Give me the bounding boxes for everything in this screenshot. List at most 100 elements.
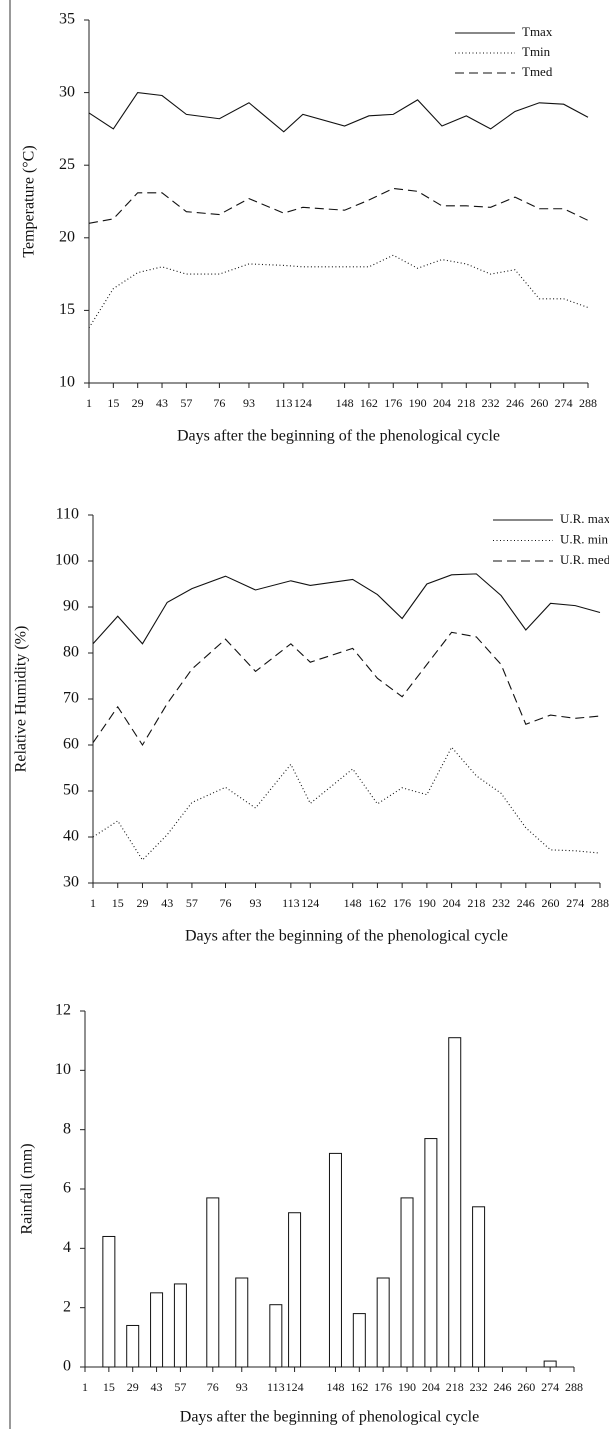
x-tick-label: 43 xyxy=(151,1380,163,1394)
x-tick-label: 57 xyxy=(174,1380,186,1394)
x-tick-label: 274 xyxy=(541,1380,559,1394)
x-tick-label: 93 xyxy=(243,396,255,410)
data-line xyxy=(88,254,589,329)
legend-label: Tmax xyxy=(522,24,553,39)
y-tick-label: 90 xyxy=(63,598,79,615)
x-tick-label: 260 xyxy=(530,396,548,410)
x-tick-label: 1 xyxy=(86,396,92,410)
bar xyxy=(376,1277,390,1368)
y-tick-label: 30 xyxy=(59,83,75,100)
bar xyxy=(352,1313,366,1368)
x-tick-label: 76 xyxy=(219,896,231,910)
x-tick-label: 246 xyxy=(493,1380,511,1394)
x-tick-label: 148 xyxy=(336,396,354,410)
y-axis-label: Relative Humidity (%) xyxy=(13,626,30,773)
x-tick-label: 57 xyxy=(186,896,198,910)
x-tick-label: 15 xyxy=(107,396,119,410)
y-axis-label: Temperature (°C) xyxy=(21,145,38,257)
x-tick-label: 1 xyxy=(90,896,96,910)
x-tick-label: 232 xyxy=(482,396,500,410)
bar xyxy=(424,1138,438,1368)
x-tick-label: 148 xyxy=(326,1380,344,1394)
x-tick-label: 218 xyxy=(446,1380,464,1394)
x-tick-label: 148 xyxy=(344,896,362,910)
y-tick-label: 12 xyxy=(55,1002,71,1019)
x-tick-label: 232 xyxy=(470,1380,488,1394)
bar xyxy=(288,1212,302,1368)
x-tick-label: 124 xyxy=(294,396,312,410)
y-tick-label: 15 xyxy=(59,301,75,318)
x-tick-label: 93 xyxy=(250,896,262,910)
y-tick-label: 0 xyxy=(63,1358,71,1375)
y-tick-label: 10 xyxy=(55,1061,71,1078)
y-tick-label: 100 xyxy=(55,552,79,569)
x-tick-label: 113 xyxy=(282,896,300,910)
x-tick-label: 15 xyxy=(112,896,124,910)
bar xyxy=(400,1197,414,1368)
x-tick-label: 29 xyxy=(136,896,148,910)
data-line xyxy=(92,573,601,645)
x-axis-label: Days after the beginning of phenological… xyxy=(180,1409,479,1426)
x-axis-label: Days after the beginning of the phenolog… xyxy=(185,928,508,945)
x-tick-label: 190 xyxy=(418,896,436,910)
x-tick-label: 274 xyxy=(566,896,584,910)
x-tick-label: 76 xyxy=(207,1380,219,1394)
x-tick-label: 162 xyxy=(360,396,378,410)
y-tick-label: 60 xyxy=(63,736,79,753)
y-tick-label: 8 xyxy=(63,1120,71,1137)
bar xyxy=(173,1283,187,1368)
bar xyxy=(328,1152,342,1368)
x-tick-label: 176 xyxy=(384,396,402,410)
x-axis-label: Days after the beginning of the phenolog… xyxy=(177,428,500,445)
bar xyxy=(206,1197,220,1368)
x-tick-label: 190 xyxy=(398,1380,416,1394)
bar xyxy=(235,1277,249,1368)
x-tick-label: 246 xyxy=(506,396,524,410)
x-tick-label: 288 xyxy=(579,396,597,410)
y-tick-label: 2 xyxy=(63,1298,71,1315)
x-tick-label: 190 xyxy=(409,396,427,410)
y-tick-label: 6 xyxy=(63,1180,71,1197)
x-tick-label: 204 xyxy=(443,896,461,910)
legend-label: U.R. max xyxy=(560,511,609,526)
y-tick-label: 25 xyxy=(59,156,75,173)
x-tick-label: 57 xyxy=(180,396,192,410)
data-line xyxy=(88,92,589,133)
y-axis-label: Rainfall (mm) xyxy=(19,1143,36,1234)
x-tick-label: 176 xyxy=(393,896,411,910)
y-tick-label: 20 xyxy=(59,228,75,245)
x-tick-label: 43 xyxy=(156,396,168,410)
legend-label: Tmin xyxy=(522,44,551,59)
y-tick-label: 110 xyxy=(56,506,79,523)
x-tick-label: 246 xyxy=(517,896,535,910)
x-tick-label: 204 xyxy=(422,1380,440,1394)
x-tick-label: 260 xyxy=(517,1380,535,1394)
y-tick-label: 10 xyxy=(59,374,75,391)
y-tick-label: 30 xyxy=(63,874,79,891)
y-tick-label: 40 xyxy=(63,828,79,845)
x-tick-label: 76 xyxy=(213,396,225,410)
y-tick-label: 80 xyxy=(63,644,79,661)
x-tick-label: 113 xyxy=(275,396,293,410)
x-tick-label: 15 xyxy=(103,1380,115,1394)
x-tick-label: 232 xyxy=(492,896,510,910)
y-tick-label: 50 xyxy=(63,782,79,799)
x-tick-label: 124 xyxy=(301,896,319,910)
bar xyxy=(543,1360,557,1368)
y-tick-label: 35 xyxy=(59,11,75,28)
x-tick-label: 288 xyxy=(565,1380,583,1394)
x-tick-label: 162 xyxy=(368,896,386,910)
data-line xyxy=(88,187,589,224)
x-tick-label: 1 xyxy=(82,1380,88,1394)
data-line xyxy=(92,631,601,747)
bar xyxy=(472,1206,486,1368)
data-line xyxy=(92,746,601,861)
x-tick-label: 29 xyxy=(127,1380,139,1394)
legend-label: U.R. min xyxy=(560,531,609,546)
x-tick-label: 93 xyxy=(236,1380,248,1394)
x-tick-label: 29 xyxy=(132,396,144,410)
x-tick-label: 204 xyxy=(433,396,451,410)
x-tick-label: 260 xyxy=(542,896,560,910)
y-tick-label: 70 xyxy=(63,690,79,707)
